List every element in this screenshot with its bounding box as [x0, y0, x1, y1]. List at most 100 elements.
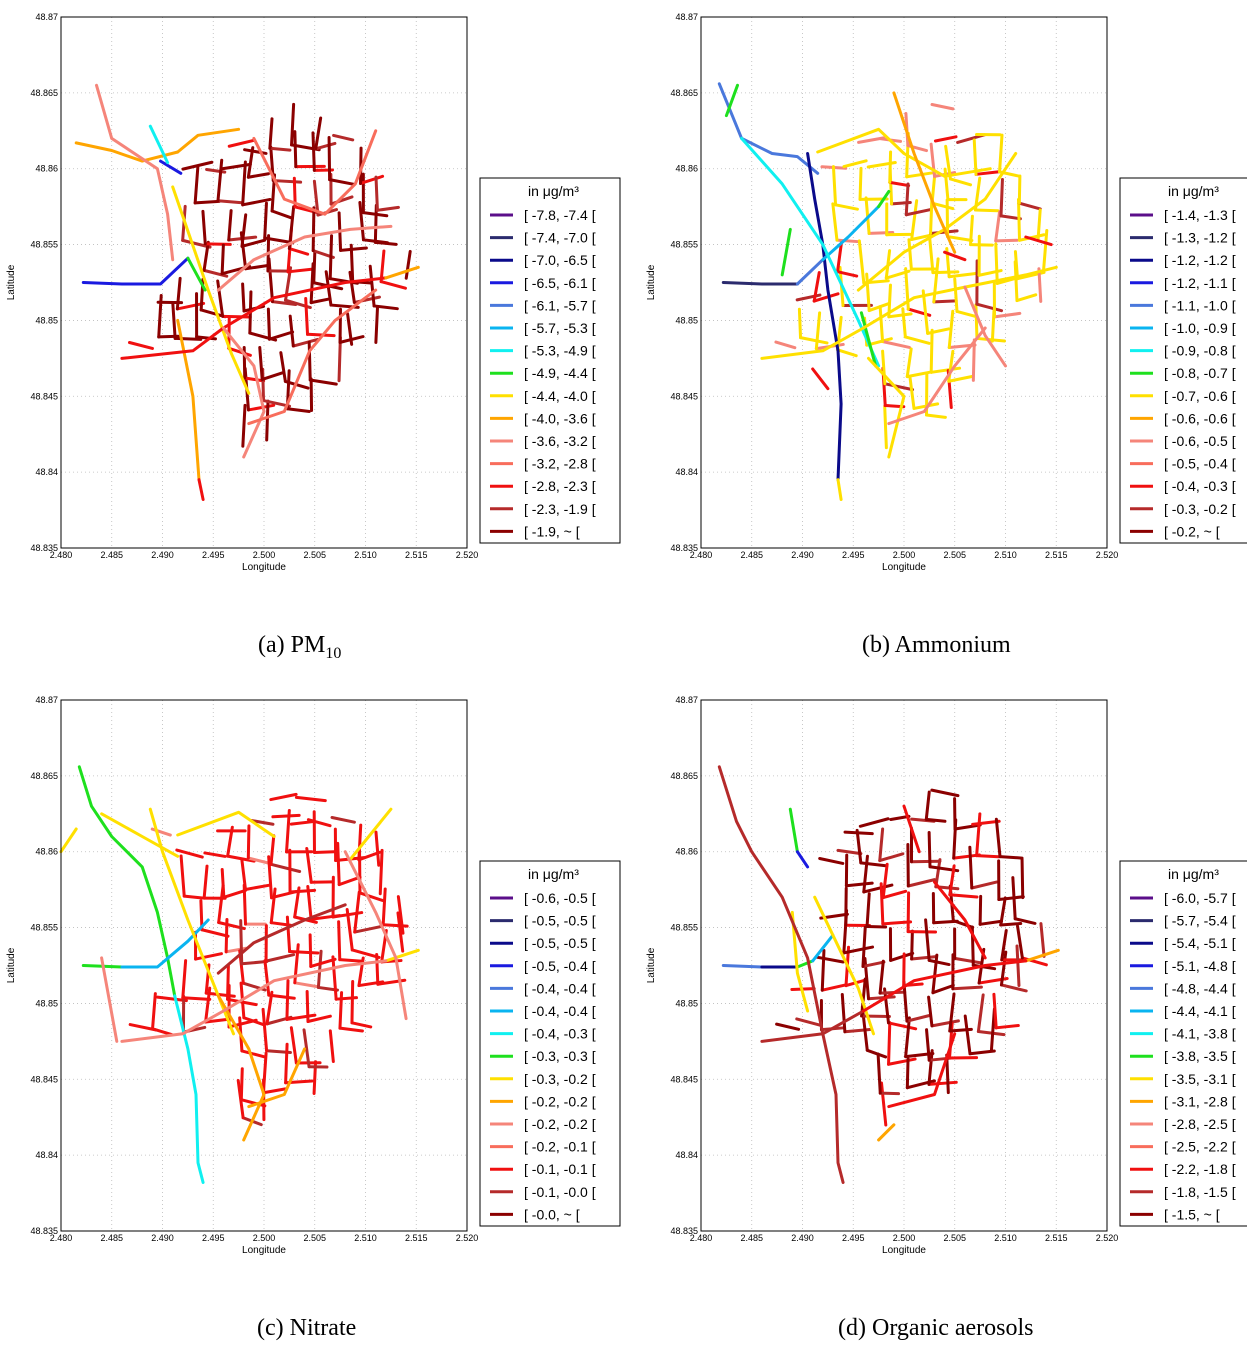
- street-segment: [268, 309, 269, 339]
- street-segment: [1018, 199, 1019, 240]
- x-tick-label: 2.520: [1096, 550, 1119, 560]
- x-tick-label: 2.505: [943, 550, 966, 560]
- legend-entry: [ -3.2, -2.8 [: [524, 456, 596, 472]
- legend-entry: [ -5.7, -5.3 [: [524, 320, 596, 336]
- legend-entry: [ -0.4, -0.4 [: [524, 980, 596, 996]
- caption-nitrate: (c) Nitrate: [257, 1315, 356, 1342]
- legend-entry: [ -3.6, -3.2 [: [524, 433, 596, 449]
- legend-entry: [ -5.1, -4.8 [: [1164, 958, 1236, 974]
- legend-entry: [ -0.5, -0.5 [: [524, 935, 596, 951]
- street-segment: [292, 104, 294, 145]
- street-segment: [822, 951, 824, 991]
- street-segment: [218, 201, 242, 203]
- x-axis-label: Longitude: [882, 1245, 926, 1256]
- x-tick-label: 2.505: [303, 1233, 326, 1243]
- legend-entry: [ -0.4, -0.4 [: [524, 1003, 596, 1019]
- x-tick-label: 2.520: [456, 1233, 479, 1243]
- x-tick-label: 2.510: [354, 550, 377, 560]
- legend-entry: [ -2.8, -2.5 [: [1164, 1116, 1236, 1132]
- legend: in μg/m³[ -1.4, -1.3 [[ -1.3, -1.2 [[ -1…: [1120, 178, 1247, 543]
- street-segment: [313, 208, 314, 251]
- street-segment: [228, 966, 229, 1000]
- x-tick-label: 2.520: [1096, 1233, 1119, 1243]
- street-segment: [330, 236, 331, 279]
- x-axis-label: Longitude: [882, 562, 926, 573]
- y-tick-label: 48.855: [30, 240, 58, 250]
- x-tick-label: 2.500: [893, 550, 916, 560]
- legend-entry: [ -0.6, -0.5 [: [1164, 433, 1236, 449]
- street-segment: [933, 272, 958, 273]
- legend-entry: [ -2.3, -1.9 [: [524, 501, 596, 517]
- street-segment: [223, 316, 251, 317]
- legend-entry: [ -1.8, -1.5 [: [1164, 1184, 1236, 1200]
- x-tick-label: 2.500: [253, 1233, 276, 1243]
- street-segment: [723, 283, 797, 285]
- y-tick-label: 48.855: [670, 240, 698, 250]
- street-segment: [953, 987, 982, 989]
- y-tick-label: 48.84: [35, 1150, 58, 1160]
- legend-entry: [ -4.1, -3.8 [: [1164, 1026, 1236, 1042]
- street-segment: [973, 340, 974, 381]
- y-tick-label: 48.86: [675, 847, 698, 857]
- y-tick-label: 48.85: [35, 315, 58, 325]
- legend-entry: [ -0.2, -0.2 [: [524, 1116, 596, 1132]
- x-tick-label: 2.490: [791, 1233, 814, 1243]
- y-tick-label: 48.845: [30, 1074, 58, 1084]
- legend-entry: [ -7.4, -7.0 [: [524, 230, 596, 246]
- street-segment: [359, 825, 361, 860]
- x-tick-label: 2.515: [1045, 1233, 1068, 1243]
- legend-entry: [ -1.2, -1.1 [: [1164, 275, 1236, 291]
- street-segment: [243, 284, 244, 311]
- x-tick-label: 2.500: [893, 1233, 916, 1243]
- street-segment: [1015, 252, 1017, 279]
- street-segment: [1039, 269, 1041, 302]
- street-segment: [1022, 859, 1023, 898]
- street-segment: [974, 140, 976, 174]
- x-tick-label: 2.515: [405, 1233, 428, 1243]
- caption-organic-aerosols: (d) Organic aerosols: [838, 1315, 1034, 1342]
- legend-entry: [ -7.8, -7.4 [: [524, 207, 596, 223]
- street-segment: [929, 833, 930, 867]
- street-segment: [183, 998, 210, 1000]
- legend-entry: [ -2.8, -2.3 [: [524, 478, 596, 494]
- legend-entry: [ -4.4, -4.1 [: [1164, 1003, 1236, 1019]
- legend-entry: [ -2.2, -1.8 [: [1164, 1161, 1236, 1177]
- y-tick-label: 48.845: [30, 391, 58, 401]
- legend-entry: [ -1.5, ~ [: [1164, 1206, 1220, 1222]
- street-segment: [338, 843, 339, 884]
- street-segment: [971, 216, 973, 244]
- street-segment: [295, 132, 296, 167]
- street-segment: [883, 922, 911, 924]
- street-segment: [306, 298, 308, 334]
- street-segment: [244, 885, 245, 924]
- caption-ammonium: (b) Ammonium: [862, 632, 1011, 659]
- y-tick-label: 48.87: [675, 695, 698, 705]
- x-tick-label: 2.510: [994, 1233, 1017, 1243]
- legend-title: in μg/m³: [1168, 183, 1219, 199]
- street-segment: [860, 168, 861, 199]
- street-segment: [307, 992, 308, 1022]
- caption-subscript: 10: [325, 645, 341, 662]
- legend-entry: [ -1.9, ~ [: [524, 523, 580, 539]
- y-tick-label: 48.87: [675, 12, 698, 22]
- legend-entry: [ -0.7, -0.6 [: [1164, 388, 1236, 404]
- x-tick-label: 2.510: [994, 550, 1017, 560]
- street-segment: [980, 896, 981, 924]
- street-segment: [907, 1059, 908, 1088]
- street-segment: [313, 133, 314, 171]
- x-tick-label: 2.485: [740, 1233, 763, 1243]
- street-segment: [996, 240, 1017, 241]
- legend-entry: [ -0.5, -0.4 [: [524, 958, 596, 974]
- street-segment: [975, 210, 997, 211]
- y-tick-label: 48.845: [670, 391, 698, 401]
- street-segment: [885, 406, 887, 447]
- legend-entry: [ -0.5, -0.4 [: [1164, 456, 1236, 472]
- y-tick-label: 48.835: [670, 543, 698, 553]
- legend-entry: [ -0.0, ~ [: [524, 1206, 580, 1222]
- street-segment: [376, 308, 378, 342]
- street-segment: [906, 184, 908, 215]
- street-segment: [287, 981, 288, 1020]
